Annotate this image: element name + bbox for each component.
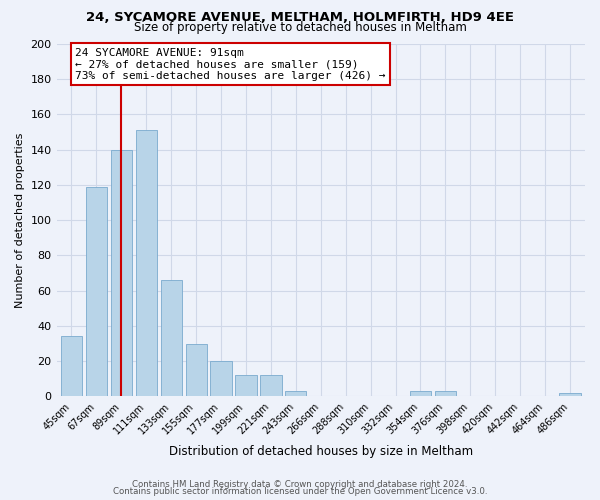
Text: Size of property relative to detached houses in Meltham: Size of property relative to detached ho… [134, 21, 466, 34]
Bar [111, 150, 132, 396]
Y-axis label: Number of detached properties: Number of detached properties [15, 132, 25, 308]
Text: Contains public sector information licensed under the Open Government Licence v3: Contains public sector information licen… [113, 487, 487, 496]
Bar [161, 280, 182, 396]
Bar [136, 130, 157, 396]
Bar [211, 361, 232, 396]
X-axis label: Distribution of detached houses by size in Meltham: Distribution of detached houses by size … [169, 444, 473, 458]
Bar [435, 391, 456, 396]
Bar [185, 344, 207, 396]
Bar [86, 186, 107, 396]
Bar [559, 393, 581, 396]
Bar [235, 375, 257, 396]
Text: 24, SYCAMORE AVENUE, MELTHAM, HOLMFIRTH, HD9 4EE: 24, SYCAMORE AVENUE, MELTHAM, HOLMFIRTH,… [86, 11, 514, 24]
Bar [260, 375, 281, 396]
Bar [285, 391, 307, 396]
Text: 24 SYCAMORE AVENUE: 91sqm
← 27% of detached houses are smaller (159)
73% of semi: 24 SYCAMORE AVENUE: 91sqm ← 27% of detac… [75, 48, 386, 80]
Text: Contains HM Land Registry data © Crown copyright and database right 2024.: Contains HM Land Registry data © Crown c… [132, 480, 468, 489]
Bar [410, 391, 431, 396]
Bar [61, 336, 82, 396]
